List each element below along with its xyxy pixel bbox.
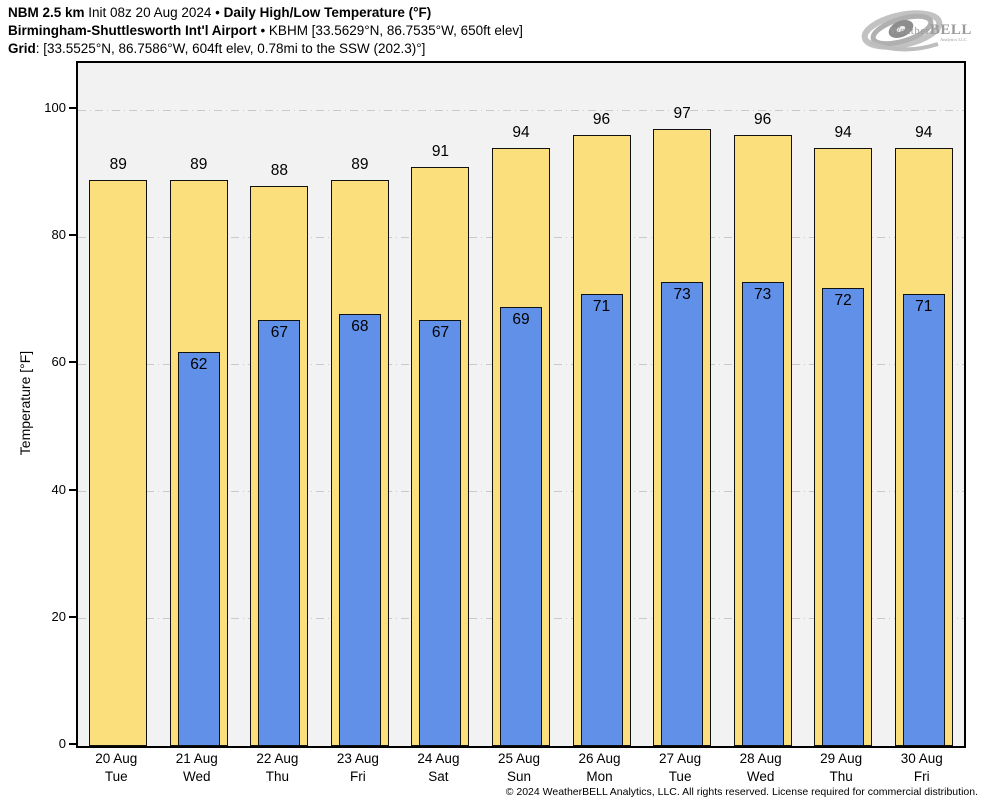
y-axis-label: Temperature [°F] — [17, 350, 33, 456]
low-bar: 69 — [500, 307, 542, 746]
high-value-label: 94 — [834, 124, 852, 142]
weatherbell-logo: WeatherBELL Analytics LLC — [860, 2, 976, 58]
x-tick-date: 24 Aug — [417, 751, 460, 766]
x-tick-date: 30 Aug — [900, 751, 943, 766]
logo-text-weather: Weather — [890, 25, 930, 37]
x-tick-label: 27 Aug Tue — [640, 750, 721, 786]
x-tick-label: 22 Aug Thu — [237, 750, 318, 786]
y-tick-mark — [69, 615, 76, 618]
header-line-1: NBM 2.5 km Init 08z 20 Aug 2024 • Daily … — [8, 4, 523, 22]
x-tick-date: 28 Aug — [739, 751, 782, 766]
high-value-label: 89 — [351, 155, 369, 173]
x-tick-weekday: Tue — [668, 769, 692, 784]
y-tick-label: 100 — [44, 100, 66, 115]
logo-text-bell: BELL — [930, 22, 972, 38]
x-tick-label: 30 Aug Fri — [881, 750, 962, 786]
y-tick-mark — [69, 488, 76, 491]
logo-text-sub: Analytics LLC — [940, 37, 967, 42]
high-value-label: 94 — [512, 124, 530, 142]
high-value-label: 88 — [270, 162, 288, 180]
header-segment: Birmingham-Shuttlesworth Int'l Airport — [8, 23, 257, 38]
x-tick-weekday: Wed — [746, 769, 775, 784]
x-tick-weekday: Thu — [265, 769, 289, 784]
high-value-label: 91 — [431, 143, 450, 161]
low-bar: 73 — [661, 281, 704, 746]
x-tick-weekday: Sat — [428, 769, 449, 784]
high-value-label: 89 — [190, 155, 208, 173]
x-tick-date: 20 Aug — [95, 751, 138, 766]
y-tick-mark — [69, 107, 76, 109]
gridline — [78, 109, 964, 111]
x-tick-date: 25 Aug — [497, 751, 540, 766]
copyright-text: © 2024 WeatherBELL Analytics, LLC. All r… — [505, 786, 978, 798]
x-tick-date: 27 Aug — [659, 751, 702, 766]
weatherbell-swirl-icon: WeatherBELL Analytics LLC — [861, 10, 972, 52]
x-tick-label: 28 Aug Wed — [720, 750, 801, 786]
x-tick-label: 20 Aug Tue — [76, 750, 157, 786]
x-tick-label: 23 Aug Fri — [318, 750, 399, 786]
y-tick-mark — [69, 361, 76, 364]
x-tick-weekday: Fri — [350, 769, 366, 784]
low-bar: 71 — [580, 294, 623, 746]
y-tick-label: 60 — [51, 354, 66, 370]
header-line-3: Grid: [33.5525°N, 86.7586°W, 604ft elev,… — [8, 40, 523, 58]
x-tick-weekday: Mon — [586, 769, 613, 784]
y-tick-label: 80 — [51, 227, 66, 243]
chart-header: NBM 2.5 km Init 08z 20 Aug 2024 • Daily … — [8, 4, 523, 58]
high-value-label: 96 — [592, 111, 611, 129]
y-tick-label: 0 — [58, 736, 66, 751]
x-tick-label: 21 Aug Wed — [157, 750, 238, 786]
low-bar: 71 — [902, 294, 945, 746]
header-line-2: Birmingham-Shuttlesworth Int'l Airport •… — [8, 22, 523, 40]
low-bar: 73 — [741, 281, 784, 746]
x-tick-date: 23 Aug — [336, 751, 379, 766]
low-bar: 67 — [258, 319, 301, 746]
header-segment: Grid — [8, 41, 36, 56]
x-tick-label: 29 Aug Thu — [801, 750, 882, 786]
x-tick-date: 21 Aug — [175, 751, 218, 766]
x-tick-weekday: Fri — [913, 769, 930, 784]
header-segment: Daily High/Low Temperature (°F) — [223, 5, 432, 20]
low-bar: 62 — [177, 351, 220, 746]
x-tick-weekday: Wed — [183, 769, 211, 784]
high-bar — [89, 179, 148, 746]
high-value-label: 97 — [673, 105, 691, 123]
low-bar: 72 — [822, 288, 865, 746]
x-tick-date: 22 Aug — [256, 751, 299, 766]
y-tick-label: 40 — [51, 481, 66, 497]
low-bar: 67 — [419, 319, 462, 746]
high-value-label: 94 — [915, 124, 933, 142]
x-tick-label: 24 Aug Sat — [398, 750, 479, 786]
x-tick-weekday: Thu — [829, 769, 853, 784]
svg-text:WeatherBELL: WeatherBELL — [890, 22, 972, 38]
y-tick-mark — [69, 743, 76, 745]
header-segment: NBM 2.5 km — [8, 5, 85, 20]
y-tick-mark — [69, 234, 76, 237]
plot-area: 89 89 62 88 67 89 68 91 67 94 69 96 71 97 73 96 73 94 72 94… — [76, 61, 966, 748]
header-segment: • KBHM [33.5629°N, 86.7535°W, 650ft elev… — [256, 23, 523, 38]
x-tick-date: 26 Aug — [578, 751, 621, 766]
low-bar: 68 — [338, 313, 381, 746]
high-value-label: 89 — [109, 155, 127, 173]
x-tick-date: 29 Aug — [820, 751, 863, 766]
x-tick-weekday: Sun — [506, 769, 531, 784]
x-tick-label: 25 Aug Sun — [479, 750, 560, 786]
header-segment: : [33.5525°N, 86.7586°W, 604ft elev, 0.7… — [35, 41, 426, 56]
header-segment: • — [215, 5, 224, 20]
header-segment: Init 08z 20 Aug 2024 — [84, 5, 216, 20]
high-value-label: 96 — [754, 111, 772, 129]
x-tick-label: 26 Aug Mon — [559, 750, 640, 786]
y-tick-label: 20 — [51, 608, 66, 624]
x-tick-weekday: Tue — [104, 769, 128, 784]
